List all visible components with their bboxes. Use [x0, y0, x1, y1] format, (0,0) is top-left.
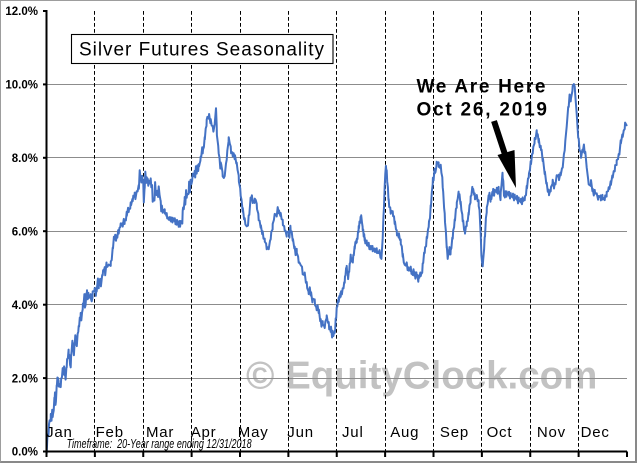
svg-text:Jun: Jun [287, 424, 314, 441]
svg-text:0.0%: 0.0% [12, 447, 38, 459]
svg-text:Oct: Oct [487, 424, 513, 441]
svg-text:We Are Here: We Are Here [417, 77, 546, 98]
svg-text:Oct 26, 2019: Oct 26, 2019 [417, 99, 548, 120]
svg-text:10.0%: 10.0% [5, 80, 38, 92]
svg-text:Silver Futures Seasonality: Silver Futures Seasonality [79, 39, 325, 60]
svg-text:Timeframe: 20-Year range endi: Timeframe: 20-Year range ending 12/31/20… [67, 437, 252, 451]
svg-text:Aug: Aug [390, 424, 419, 441]
svg-text:6.0%: 6.0% [12, 226, 38, 238]
svg-text:12.0%: 12.0% [5, 6, 38, 18]
svg-text:May: May [238, 424, 269, 441]
svg-text:Feb: Feb [96, 424, 124, 441]
svg-text:2.0%: 2.0% [12, 373, 38, 385]
svg-text:Mar: Mar [146, 424, 174, 441]
svg-text:Jul: Jul [342, 424, 364, 441]
svg-text:Apr: Apr [191, 424, 217, 441]
svg-text:Dec: Dec [581, 424, 610, 441]
svg-text:Nov: Nov [537, 424, 566, 441]
svg-text:8.0%: 8.0% [12, 153, 38, 165]
svg-text:© EquityClock.com: © EquityClock.com [246, 355, 597, 398]
svg-text:4.0%: 4.0% [12, 300, 38, 312]
svg-text:Jan: Jan [46, 424, 73, 441]
svg-text:Sep: Sep [440, 424, 469, 441]
